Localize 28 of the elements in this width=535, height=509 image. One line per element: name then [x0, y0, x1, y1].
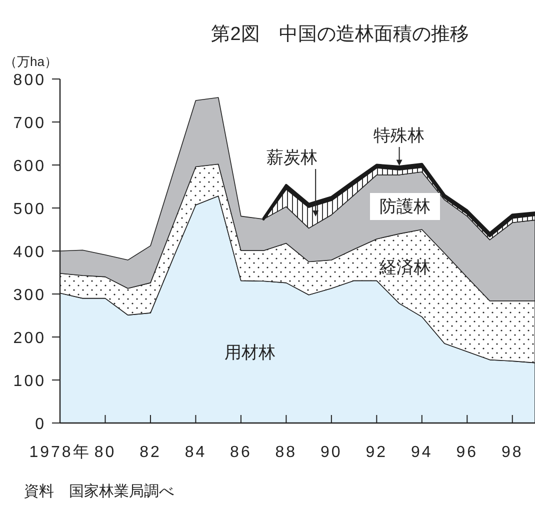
- x-tick-label: 96: [456, 444, 478, 461]
- x-tick-label: 98: [501, 444, 524, 461]
- x-tick-label: 92: [366, 444, 388, 461]
- y-tick-label: 600: [13, 158, 46, 175]
- x-tick-label: 82: [140, 444, 162, 461]
- x-tick-label: 84: [184, 444, 207, 461]
- x-tick-label: 94: [411, 444, 433, 461]
- y-tick-label: 0: [35, 416, 46, 433]
- y-tick-label: 500: [13, 201, 46, 218]
- series-label: 用材林: [224, 343, 276, 362]
- x-tick-label: 80: [94, 444, 116, 461]
- series-label: 特殊林: [374, 126, 424, 145]
- x-tick-label: 1978年: [29, 444, 91, 461]
- y-axis-title: （万ha）: [4, 54, 58, 69]
- y-tick-label: 200: [13, 330, 46, 347]
- text: 資料 国家林業局調べ: [24, 483, 174, 500]
- x-tick-label: 86: [230, 444, 252, 461]
- y-tick-label: 700: [13, 115, 46, 132]
- series-label: 薪炭林: [266, 148, 318, 167]
- y-tick-label: 300: [13, 287, 46, 304]
- y-tick-label: 400: [13, 244, 46, 261]
- y-tick-label: 800: [13, 72, 46, 89]
- x-tick-label: 90: [320, 444, 342, 461]
- series-label: 経済林: [378, 258, 430, 277]
- x-tick-label: 88: [275, 444, 298, 461]
- y-tick-label: 100: [13, 373, 46, 390]
- series-label: 防護林: [380, 197, 430, 216]
- chart-title: 第2図 中国の造林面積の推移: [211, 24, 469, 45]
